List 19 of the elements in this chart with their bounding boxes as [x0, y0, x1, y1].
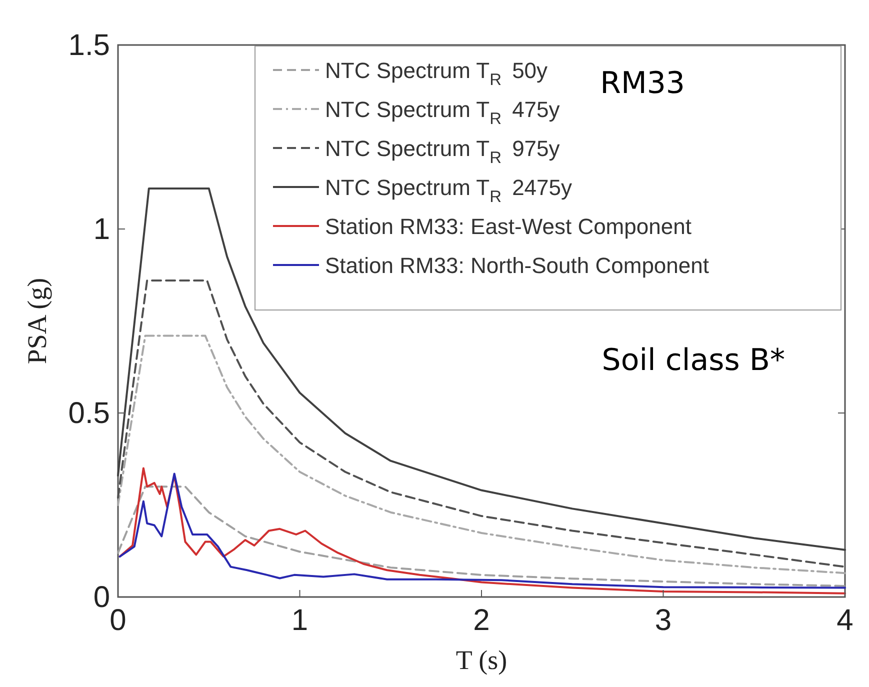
annotation: Soil class B* — [602, 343, 785, 378]
legend-label: NTC Spectrum T$_{R}$ 2475y — [325, 175, 572, 206]
legend-label: Station RM33: East-West Component — [325, 214, 692, 239]
y-axis-title: PSA (g) — [22, 278, 52, 364]
x-tick-label: 1 — [291, 604, 308, 637]
y-tick-label: 0 — [93, 581, 110, 614]
y-tick-label: 0.5 — [68, 397, 110, 430]
line-series — [117, 334, 846, 574]
legend-label: NTC Spectrum T$_{R}$ 50y — [325, 58, 548, 89]
legend-label: NTC Spectrum T$_{R}$ 475y — [325, 97, 560, 128]
x-axis-title: T (s) — [456, 645, 508, 675]
x-tick-label: 3 — [654, 604, 672, 637]
legend-label: Station RM33: North-South Component — [325, 253, 709, 278]
annotation: RM33 — [600, 66, 685, 101]
y-tick-label: 1 — [93, 213, 110, 246]
legend-label: NTC Spectrum T$_{R}$ 975y — [325, 136, 560, 167]
x-tick-label: 4 — [836, 604, 854, 637]
y-tick-label: 1.5 — [68, 29, 110, 62]
x-tick-label: 2 — [473, 604, 490, 637]
